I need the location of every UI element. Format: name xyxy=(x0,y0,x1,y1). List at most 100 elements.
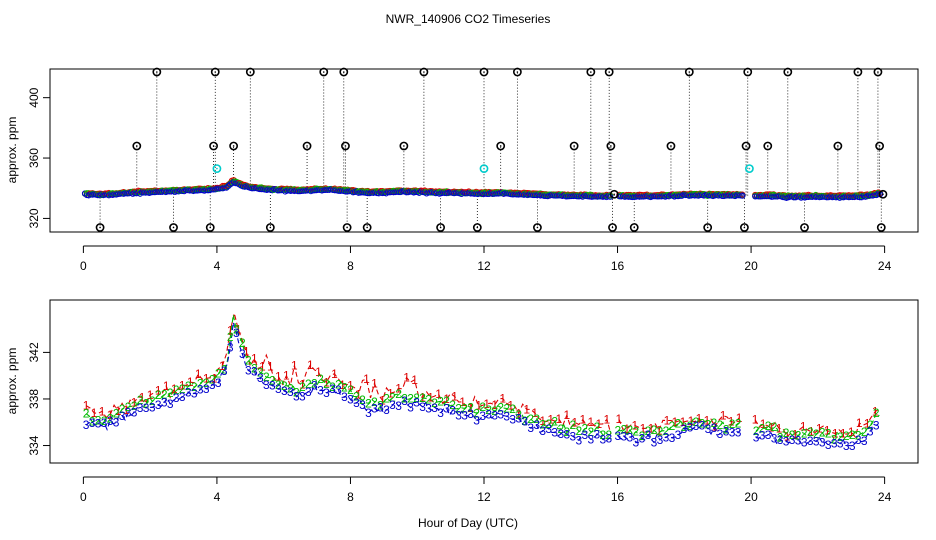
series-1-mark: 1 xyxy=(475,398,482,412)
outlier-point xyxy=(205,223,215,232)
series-3-mark: 3 xyxy=(807,434,814,448)
series-3-mark: 3 xyxy=(299,390,306,404)
top-x-tick-label: 4 xyxy=(214,259,221,273)
series-1-mark: 1 xyxy=(371,376,378,390)
series-2-mark: 2 xyxy=(359,393,366,407)
series-2-mark: 2 xyxy=(527,412,534,426)
series-2-mark: 2 xyxy=(167,386,174,400)
series-3-mark: 3 xyxy=(627,430,634,444)
point-center xyxy=(346,226,348,229)
bottom-x-tick-label: 12 xyxy=(477,490,491,504)
outlier-point xyxy=(684,67,694,77)
series-3-mark: 3 xyxy=(861,434,868,448)
series-1-mark: 1 xyxy=(848,425,855,439)
point-center xyxy=(748,167,751,170)
series-1-mark: 1 xyxy=(808,425,815,439)
series-1-mark: 1 xyxy=(187,375,194,389)
bottom-x-tick-label: 24 xyxy=(878,490,892,504)
series-2-mark: 2 xyxy=(233,322,240,336)
series-2-mark: 2 xyxy=(551,414,558,428)
point-center xyxy=(670,145,672,147)
flagged-point xyxy=(479,164,489,174)
series-1-mark: 1 xyxy=(656,423,663,437)
series-3-mark: 3 xyxy=(669,431,676,445)
series-2-mark: 2 xyxy=(281,379,288,393)
point-center xyxy=(499,145,502,147)
series-2-mark: 2 xyxy=(257,366,264,380)
series-2-mark: 2 xyxy=(155,388,162,402)
series-1-mark: 1 xyxy=(752,413,759,427)
series-3-mark: 3 xyxy=(143,401,150,415)
series-3-mark: 3 xyxy=(233,326,240,340)
series-2-mark: 2 xyxy=(371,395,378,409)
point-center xyxy=(766,145,769,147)
outlier-point xyxy=(629,223,639,232)
series-1-line xyxy=(85,313,612,435)
series-2-mark: 2 xyxy=(873,406,880,420)
series-1-mark: 1 xyxy=(720,409,727,423)
series-1-mark: 1 xyxy=(435,387,442,401)
series-1-mark: 1 xyxy=(251,352,258,366)
series-2-mark: 2 xyxy=(227,330,234,344)
top-x-tick-label: 24 xyxy=(878,259,892,273)
series-3-mark: 3 xyxy=(503,409,510,423)
series-3-mark: 3 xyxy=(735,426,742,440)
series-2-mark: 2 xyxy=(711,416,718,430)
series-2-mark: 2 xyxy=(569,418,576,432)
series-1-mark: 1 xyxy=(696,411,703,425)
series-3-mark: 3 xyxy=(275,382,282,396)
point-center xyxy=(837,145,839,147)
bottom-y-tick-label: 338 xyxy=(27,389,41,409)
series-3-mark: 3 xyxy=(383,403,390,417)
outlier-point xyxy=(341,141,350,151)
series-2-mark: 2 xyxy=(437,394,444,408)
series-3-mark: 3 xyxy=(455,408,462,422)
series-3-mark: 3 xyxy=(461,408,468,422)
series-2-mark: 2 xyxy=(383,391,390,405)
series-1-mark: 1 xyxy=(648,422,655,436)
point-center xyxy=(403,145,405,147)
series-1-mark: 1 xyxy=(339,378,346,392)
series-3-mark: 3 xyxy=(837,437,844,451)
outlier-point xyxy=(479,67,489,77)
series-1-mark: 1 xyxy=(235,323,242,337)
series-3-mark: 3 xyxy=(675,428,682,442)
series-3-line xyxy=(756,422,880,447)
point-center xyxy=(745,145,747,147)
series-3-mark: 3 xyxy=(843,439,850,453)
point-center xyxy=(878,145,881,147)
series-3-mark: 3 xyxy=(89,416,96,430)
series-1-mark: 1 xyxy=(139,391,146,405)
series-2-mark: 2 xyxy=(606,428,613,442)
bottom-x-tick-label: 4 xyxy=(214,490,221,504)
outlier-point xyxy=(604,67,614,77)
series-3-mark: 3 xyxy=(407,400,414,414)
series-2-line xyxy=(755,412,880,441)
chart-title: NWR_140906 CO2 Timeseries xyxy=(386,12,551,26)
series-3-mark: 3 xyxy=(521,414,528,428)
series-2-mark: 2 xyxy=(89,415,96,429)
series-3-mark: 3 xyxy=(245,363,252,377)
outlier-point xyxy=(741,141,751,151)
series-3-mark: 3 xyxy=(771,431,778,445)
series-2-mark: 2 xyxy=(215,367,222,381)
series-3-mark: 3 xyxy=(257,371,264,385)
outlier-point xyxy=(302,141,312,151)
point-center xyxy=(322,71,325,73)
series-2-mark: 2 xyxy=(161,388,168,402)
point-center xyxy=(306,145,308,147)
point-center xyxy=(516,71,519,73)
series-2-mark: 2 xyxy=(687,419,694,433)
bottom-y-axis: 334 338 342 xyxy=(27,342,51,456)
point-center xyxy=(688,71,691,73)
series-1-mark: 1 xyxy=(299,378,306,392)
outlier-point xyxy=(608,223,617,232)
series-3-mark: 3 xyxy=(600,432,607,446)
series-2-mark: 2 xyxy=(651,423,658,437)
point-center xyxy=(706,226,709,229)
series-1-mark: 1 xyxy=(267,359,274,373)
point-center xyxy=(476,226,479,229)
series-1-mark: 1 xyxy=(107,408,114,422)
series-1-mark: 1 xyxy=(307,358,314,372)
point-center xyxy=(746,71,749,73)
